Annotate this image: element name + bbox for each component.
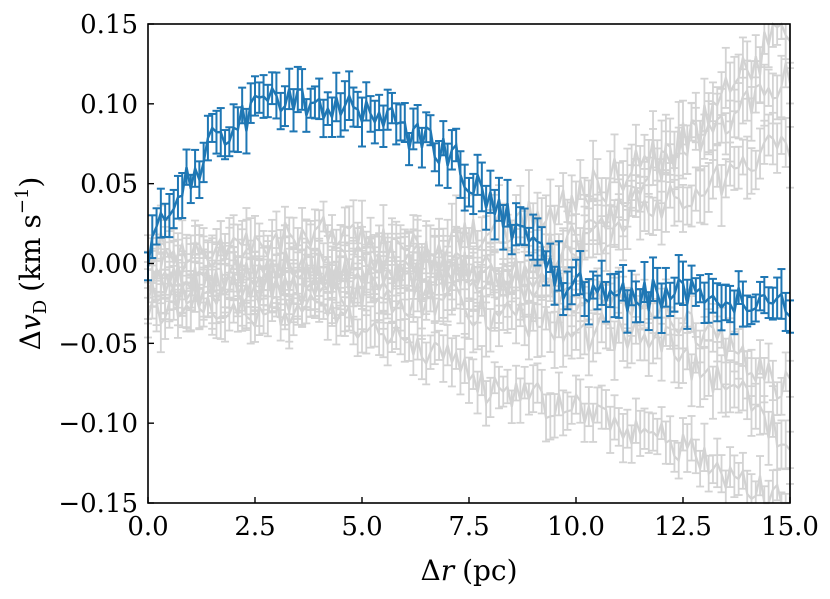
y-axis-label-close: ) bbox=[14, 177, 47, 188]
x-axis-ticks: 0.0 2.5 5.0 7.5 10.0 12.5 15.0 bbox=[127, 497, 819, 542]
y-axis-label-var: v bbox=[14, 314, 47, 330]
background-series-2-errorbar bbox=[743, 469, 752, 503]
y-axis-label-exp: −1 bbox=[12, 188, 33, 215]
y-tick-label: 0.10 bbox=[80, 90, 138, 120]
highlight-series-line bbox=[146, 85, 791, 318]
x-tick-label: 0.0 bbox=[127, 512, 168, 542]
y-tick-label: −0.10 bbox=[58, 409, 138, 439]
y-axis-label-unit: (km s bbox=[14, 214, 47, 292]
background-series-6-line bbox=[147, 133, 792, 316]
highlight-series bbox=[144, 65, 794, 336]
y-axis-ticks: −0.15 −0.10 −0.05 0.00 0.05 0.10 0.15 bbox=[58, 10, 154, 519]
y-tick-label: −0.15 bbox=[58, 489, 138, 519]
x-tick-label: 2.5 bbox=[234, 512, 275, 542]
x-tick-label: 12.5 bbox=[654, 512, 712, 542]
y-axis-label-sub: D bbox=[30, 300, 51, 314]
y-axis-label-delta: Δ bbox=[14, 330, 47, 350]
background-series-2-errorbar bbox=[781, 492, 790, 503]
background-series-2-errorbar bbox=[764, 479, 773, 503]
highlight-series-layer bbox=[144, 65, 794, 336]
background-series-2-line bbox=[146, 283, 790, 505]
x-tick-label: 15.0 bbox=[761, 512, 819, 542]
x-tick-label: 5.0 bbox=[341, 512, 382, 542]
y-tick-label: 0.00 bbox=[80, 250, 138, 280]
x-axis-label-unit: (pc) bbox=[462, 554, 517, 587]
y-tick-label: 0.05 bbox=[80, 170, 138, 200]
x-tick-label: 7.5 bbox=[448, 512, 489, 542]
x-axis-label: Δr (pc) bbox=[420, 554, 517, 587]
y-axis-label: ΔvD (km s−1) bbox=[12, 177, 51, 351]
x-axis-label-delta: Δ bbox=[420, 554, 440, 587]
x-axis-label-var: r bbox=[441, 554, 456, 587]
y-tick-label: 0.15 bbox=[80, 10, 138, 40]
y-tick-label: −0.05 bbox=[58, 329, 138, 359]
x-tick-label: 10.0 bbox=[547, 512, 605, 542]
